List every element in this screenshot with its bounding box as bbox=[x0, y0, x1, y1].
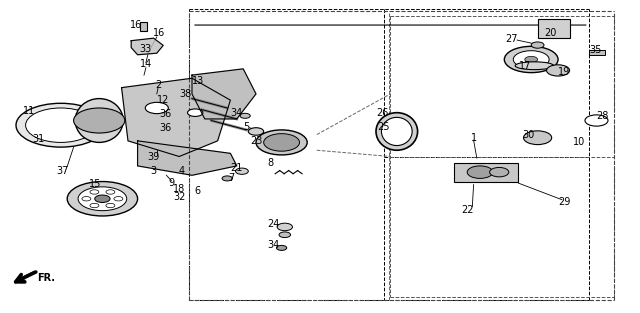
Polygon shape bbox=[138, 141, 237, 175]
Text: 33: 33 bbox=[140, 44, 152, 54]
Text: 35: 35 bbox=[589, 45, 602, 55]
FancyBboxPatch shape bbox=[140, 22, 147, 31]
Text: 6: 6 bbox=[194, 186, 200, 196]
Text: 32: 32 bbox=[173, 192, 186, 202]
Text: 29: 29 bbox=[558, 197, 571, 207]
Text: 3: 3 bbox=[150, 166, 157, 176]
Text: 16: 16 bbox=[129, 20, 142, 30]
Circle shape bbox=[240, 113, 250, 118]
Circle shape bbox=[188, 109, 203, 116]
Text: 31: 31 bbox=[32, 134, 45, 144]
Circle shape bbox=[95, 195, 110, 203]
Text: 39: 39 bbox=[147, 152, 160, 162]
Text: 27: 27 bbox=[506, 34, 518, 44]
Text: 15: 15 bbox=[88, 179, 101, 189]
Circle shape bbox=[74, 108, 125, 133]
Ellipse shape bbox=[381, 117, 412, 146]
Circle shape bbox=[106, 203, 115, 208]
Circle shape bbox=[145, 102, 168, 114]
Circle shape bbox=[547, 65, 570, 76]
Circle shape bbox=[490, 167, 509, 177]
Text: 23: 23 bbox=[250, 136, 262, 146]
Text: 5: 5 bbox=[243, 122, 250, 132]
Circle shape bbox=[67, 182, 138, 216]
Ellipse shape bbox=[376, 113, 418, 150]
Text: FR.: FR. bbox=[37, 273, 55, 283]
FancyBboxPatch shape bbox=[589, 50, 605, 55]
Text: 26: 26 bbox=[376, 108, 388, 118]
Circle shape bbox=[82, 197, 91, 201]
Circle shape bbox=[248, 128, 264, 135]
Circle shape bbox=[90, 203, 99, 208]
Polygon shape bbox=[192, 69, 256, 119]
Circle shape bbox=[279, 232, 291, 238]
Ellipse shape bbox=[515, 62, 554, 70]
Text: 21: 21 bbox=[230, 163, 243, 173]
Text: 17: 17 bbox=[518, 61, 531, 71]
Circle shape bbox=[277, 223, 292, 231]
Circle shape bbox=[222, 176, 232, 181]
Circle shape bbox=[256, 130, 307, 155]
Polygon shape bbox=[122, 78, 230, 156]
Text: 25: 25 bbox=[378, 122, 390, 132]
Circle shape bbox=[114, 197, 123, 201]
Text: 7: 7 bbox=[228, 173, 235, 183]
FancyBboxPatch shape bbox=[538, 19, 570, 38]
Circle shape bbox=[525, 56, 538, 63]
Circle shape bbox=[524, 131, 552, 145]
Circle shape bbox=[504, 46, 558, 73]
Text: 24: 24 bbox=[268, 219, 280, 229]
Text: 12: 12 bbox=[157, 95, 170, 105]
Circle shape bbox=[78, 187, 127, 211]
Circle shape bbox=[264, 134, 300, 151]
Circle shape bbox=[513, 51, 549, 68]
Text: 37: 37 bbox=[56, 166, 69, 176]
Text: 28: 28 bbox=[596, 111, 609, 121]
Text: 19: 19 bbox=[558, 67, 571, 77]
Text: 22: 22 bbox=[461, 205, 474, 215]
Text: 13: 13 bbox=[192, 76, 205, 86]
Text: 30: 30 bbox=[522, 130, 534, 140]
Circle shape bbox=[236, 168, 248, 174]
Circle shape bbox=[16, 103, 106, 147]
Text: 14: 14 bbox=[140, 59, 152, 69]
Text: 1: 1 bbox=[470, 133, 477, 143]
Circle shape bbox=[106, 190, 115, 194]
Text: 34: 34 bbox=[230, 108, 243, 118]
Circle shape bbox=[90, 190, 99, 194]
Circle shape bbox=[276, 245, 287, 250]
Circle shape bbox=[26, 108, 96, 142]
Text: 34: 34 bbox=[268, 240, 280, 250]
Text: 20: 20 bbox=[544, 28, 557, 38]
Text: 2: 2 bbox=[155, 80, 161, 90]
Text: 9: 9 bbox=[168, 178, 175, 188]
Text: 10: 10 bbox=[573, 137, 586, 147]
Text: 16: 16 bbox=[152, 28, 165, 38]
Text: 8: 8 bbox=[267, 158, 273, 168]
Text: 36: 36 bbox=[159, 109, 172, 119]
Circle shape bbox=[531, 42, 544, 48]
Circle shape bbox=[585, 115, 608, 126]
Text: 36: 36 bbox=[159, 123, 172, 133]
Text: 11: 11 bbox=[22, 106, 35, 116]
Text: 4: 4 bbox=[179, 166, 185, 176]
Ellipse shape bbox=[76, 99, 123, 142]
FancyBboxPatch shape bbox=[454, 163, 518, 182]
Circle shape bbox=[467, 166, 493, 178]
Polygon shape bbox=[131, 38, 163, 55]
Text: 38: 38 bbox=[179, 89, 192, 99]
Text: 18: 18 bbox=[173, 184, 186, 194]
